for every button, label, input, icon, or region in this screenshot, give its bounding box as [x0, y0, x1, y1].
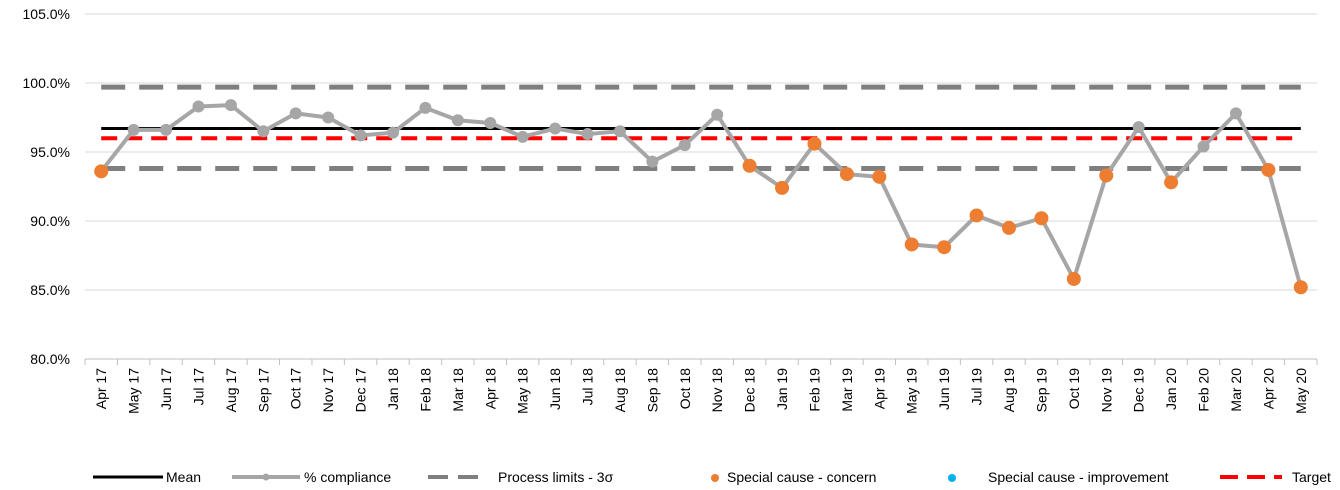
special-cause-concern-point: [839, 167, 854, 182]
x-tick-label: Mar 18: [450, 368, 466, 412]
compliance-line: [99, 103, 1303, 288]
x-tick-label: Aug 18: [612, 368, 628, 413]
compliance-point: [160, 123, 173, 136]
special-cause-concern-point: [1261, 162, 1276, 177]
special-cause-concern-point: [1002, 220, 1016, 235]
compliance-point: [581, 128, 594, 141]
compliance-point: [127, 123, 140, 136]
x-tick-label: Aug 19: [1001, 368, 1017, 413]
x-axis: [84, 358, 1318, 365]
y-tick-label: 95.0%: [30, 144, 70, 160]
compliance-point: [1197, 140, 1210, 153]
x-tick-label: Nov 17: [320, 368, 336, 413]
legend-improvement-marker: [948, 474, 956, 482]
compliance-point: [289, 107, 302, 120]
x-tick-label: Nov 18: [709, 368, 725, 413]
compliance-point: [1132, 121, 1145, 134]
compliance-point: [451, 114, 464, 127]
compliance-point: [257, 125, 270, 138]
x-axis-tick-labels: Apr 17 May 17 Jun 17 Jul 17 Aug 17 Sep 17 Oct …: [93, 368, 1309, 414]
compliance-point: [678, 139, 691, 152]
special-cause-concern-point: [742, 158, 757, 173]
y-tick-label: 100.0%: [23, 75, 70, 91]
special-cause-concern-point: [775, 180, 790, 195]
special-cause-concern-point: [1034, 211, 1049, 226]
special-cause-concern-point: [937, 240, 952, 255]
x-tick-label: Sep 17: [255, 368, 271, 413]
x-tick-label: Feb 18: [417, 368, 433, 412]
x-tick-label: Jun 19: [936, 368, 952, 410]
x-tick-label: May 20: [1293, 368, 1309, 414]
x-tick-label: Dec 18: [742, 368, 758, 413]
special-cause-concern-point: [872, 169, 887, 184]
special-cause-points: [94, 136, 1308, 295]
legend-process-limits-label: Process limits - 3σ: [498, 469, 614, 485]
x-tick-label: Apr 17: [93, 368, 109, 409]
x-tick-label: Jul 19: [969, 368, 985, 406]
x-tick-label: Dec 19: [1131, 368, 1147, 413]
x-tick-label: Jul 17: [190, 368, 206, 406]
x-tick-label: Mar 19: [839, 368, 855, 412]
legend-concern-label: Special cause - concern: [727, 469, 876, 485]
special-cause-concern-point: [969, 208, 984, 223]
x-tick-label: Feb 20: [1196, 368, 1212, 412]
x-tick-label: Jan 19: [774, 368, 790, 410]
compliance-point: [1229, 107, 1242, 120]
compliance-point: [322, 111, 335, 124]
special-cause-concern-point: [1164, 175, 1179, 190]
x-tick-label: Jan 18: [385, 368, 401, 410]
compliance-point: [419, 101, 432, 114]
x-tick-label: Apr 18: [482, 368, 498, 409]
x-tick-label: Apr 19: [871, 368, 887, 409]
compliance-point: [387, 126, 399, 139]
compliance-point: [224, 99, 237, 112]
x-tick-label: Feb 19: [806, 368, 822, 412]
gridlines: [85, 13, 1317, 291]
x-tick-label: Sep 19: [1033, 368, 1049, 413]
x-tick-label: May 19: [904, 368, 920, 414]
legend-improvement-label: Special cause - improvement: [988, 469, 1169, 485]
x-tick-label: May 17: [126, 368, 142, 414]
compliance-point: [354, 129, 367, 142]
x-tick-label: May 18: [515, 368, 531, 414]
special-cause-concern-point: [807, 136, 822, 151]
x-tick-label: Jul 18: [580, 368, 596, 406]
legend-concern-marker: [711, 474, 719, 482]
x-tick-label: Jan 20: [1163, 368, 1179, 410]
special-cause-concern-point: [904, 237, 919, 252]
special-cause-concern-point: [1099, 168, 1114, 183]
compliance-point: [549, 122, 562, 135]
special-cause-concern-point: [1066, 271, 1081, 286]
legend-mean-label: Mean: [166, 469, 201, 485]
x-tick-label: Nov 19: [1098, 368, 1114, 413]
y-tick-label: 90.0%: [30, 213, 70, 229]
special-cause-concern-point: [94, 164, 109, 179]
compliance-point: [516, 130, 529, 143]
x-tick-label: Aug 17: [223, 368, 239, 413]
x-tick-label: Oct 18: [677, 368, 693, 409]
compliance-point: [711, 108, 724, 121]
compliance-point: [646, 155, 659, 168]
compliance-point: [613, 125, 626, 138]
x-tick-label: Jun 18: [547, 368, 563, 410]
special-cause-concern-point: [1293, 280, 1308, 295]
compliance-point: [192, 100, 205, 113]
x-tick-label: Oct 17: [288, 368, 304, 409]
legend-target-label: Target: [1292, 469, 1331, 485]
x-tick-label: Apr 20: [1260, 368, 1276, 409]
y-tick-label: 105.0%: [23, 6, 70, 22]
legend-compliance-marker: [262, 473, 270, 481]
x-tick-label: Sep 18: [644, 368, 660, 413]
y-tick-label: 85.0%: [30, 282, 70, 298]
x-tick-label: Mar 20: [1228, 368, 1244, 412]
compliance-point: [484, 117, 497, 130]
x-tick-label: Jun 17: [158, 368, 174, 410]
y-tick-label: 80.0%: [30, 351, 70, 367]
legend: Mean % compliance Process limits - 3σ Sp…: [93, 469, 1331, 485]
legend-compliance-label: % compliance: [304, 469, 391, 485]
x-tick-label: Dec 17: [353, 368, 369, 413]
y-axis-tick-labels: 80.0% 85.0% 90.0% 95.0% 100.0% 105.0%: [23, 6, 70, 367]
x-tick-label: Oct 19: [1066, 368, 1082, 409]
